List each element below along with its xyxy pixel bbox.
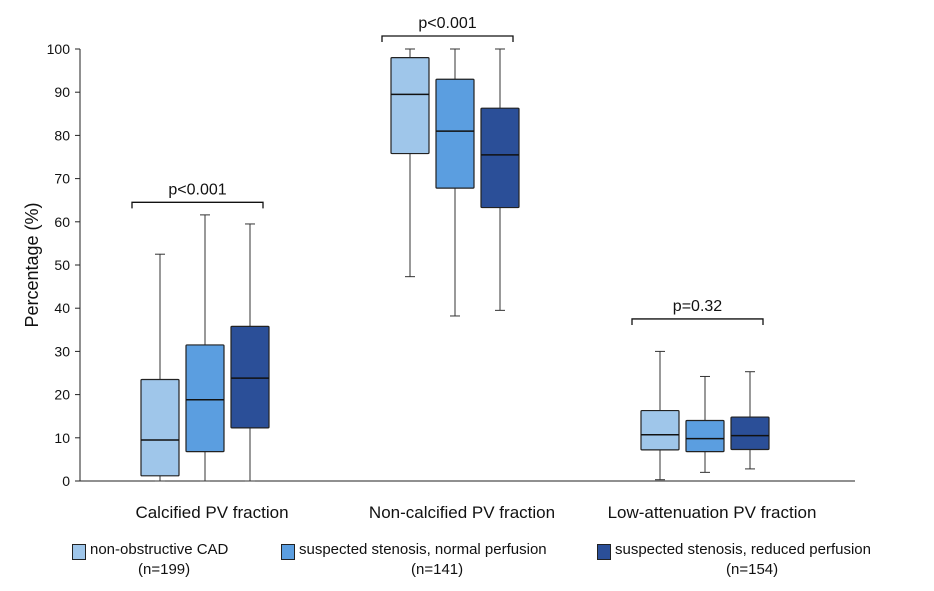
legend-item-normal-perfusion: suspected stenosis, normal perfusion (n=… xyxy=(281,540,591,588)
y-tick-label: 50 xyxy=(54,257,70,273)
y-tick-label: 80 xyxy=(54,127,70,143)
p-value-label: p<0.001 xyxy=(418,15,476,32)
legend-item-reduced-perfusion: suspected stenosis, reduced perfusion (n… xyxy=(597,540,932,588)
bracket-2: p=0.32 xyxy=(631,298,764,325)
box-1-0 xyxy=(185,214,225,482)
box-0-1 xyxy=(390,48,430,278)
iqr-box xyxy=(640,409,680,451)
category-label: Low-attenuation PV fraction xyxy=(608,503,817,522)
p-value-label: p<0.001 xyxy=(168,181,226,198)
y-tick-label: 0 xyxy=(62,473,70,489)
box-2-1 xyxy=(480,48,520,311)
legend-count: (n=199) xyxy=(138,561,191,578)
legend-swatch xyxy=(72,544,86,560)
box-2-0 xyxy=(230,223,270,482)
legend-label: suspected stenosis, reduced perfusion xyxy=(615,541,871,558)
box-plot-chart: 0 10 20 30 40 50 60 70 80 90 100 p<0.001 p<0.001 p=0… xyxy=(22,15,855,522)
box-2-2 xyxy=(730,371,770,470)
y-tick-label: 10 xyxy=(54,430,70,446)
y-tick-label: 40 xyxy=(54,300,70,316)
legend-swatch xyxy=(597,544,611,560)
legend-swatch xyxy=(281,544,295,560)
y-tick-label: 20 xyxy=(54,387,70,403)
category-label: Calcified PV fraction xyxy=(135,503,288,522)
legend-label: suspected stenosis, normal perfusion xyxy=(299,541,547,558)
box-plots xyxy=(140,48,770,482)
y-tick-label: 90 xyxy=(54,84,70,100)
legend-count: (n=141) xyxy=(411,561,464,578)
bracket-line xyxy=(381,35,514,42)
legend-label: non-obstructive CAD xyxy=(90,541,229,558)
iqr-box xyxy=(730,416,770,451)
iqr-box xyxy=(480,107,520,209)
iqr-box xyxy=(390,57,430,155)
bracket-1: p<0.001 xyxy=(381,15,514,42)
legend-item-non-obstructive: non-obstructive CAD (n=199) xyxy=(72,540,272,588)
bracket-line xyxy=(631,318,764,325)
bracket-line xyxy=(131,201,264,209)
category-label: Non-calcified PV fraction xyxy=(369,503,555,522)
iqr-box xyxy=(685,419,725,453)
iqr-box xyxy=(140,378,180,477)
iqr-box xyxy=(185,344,225,453)
box-0-2 xyxy=(640,350,680,481)
box-1-1 xyxy=(435,48,475,317)
box-1-2 xyxy=(685,375,725,473)
legend: non-obstructive CAD (n=199) suspected st… xyxy=(0,540,934,590)
y-axis-title: Percentage (%) xyxy=(22,202,42,327)
significance-brackets: p<0.001 p<0.001 p=0.32 xyxy=(131,15,764,325)
y-tick-label: 100 xyxy=(47,41,71,57)
category-labels: Calcified PV fraction Non-calcified PV fr… xyxy=(135,503,816,522)
iqr-box xyxy=(435,78,475,189)
box-0-0 xyxy=(140,253,180,482)
y-tick-label: 30 xyxy=(54,343,70,359)
p-value-label: p=0.32 xyxy=(673,298,722,315)
y-tick-label: 60 xyxy=(54,214,70,230)
bracket-0: p<0.001 xyxy=(131,181,264,209)
legend-count: (n=154) xyxy=(726,561,779,578)
y-tick-label: 70 xyxy=(54,171,70,187)
iqr-box xyxy=(230,325,270,429)
